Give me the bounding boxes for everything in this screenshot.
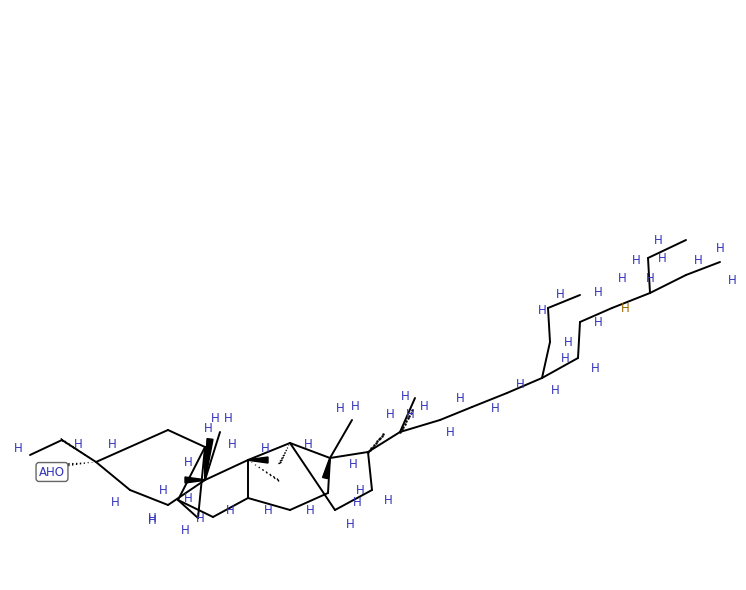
Text: H: H [195, 512, 204, 525]
Text: H: H [386, 408, 395, 421]
Text: H: H [225, 503, 234, 516]
Text: AHO: AHO [39, 466, 65, 478]
Text: H: H [304, 438, 313, 451]
Text: H: H [383, 493, 392, 506]
Text: H: H [564, 336, 572, 349]
Text: H: H [653, 234, 662, 247]
Text: H: H [159, 483, 167, 497]
Text: H: H [348, 458, 357, 471]
Text: H: H [148, 513, 157, 526]
Text: H: H [618, 271, 627, 284]
Text: H: H [561, 352, 569, 365]
Text: H: H [401, 391, 410, 404]
Text: H: H [263, 503, 272, 516]
Text: H: H [345, 519, 354, 532]
Text: H: H [306, 503, 314, 516]
Text: H: H [632, 254, 640, 267]
Text: H: H [228, 438, 236, 451]
Text: H: H [184, 455, 192, 468]
Text: H: H [107, 438, 116, 451]
Text: H: H [260, 441, 269, 454]
Text: H: H [224, 411, 232, 424]
Polygon shape [204, 438, 213, 480]
Text: H: H [445, 425, 454, 438]
Text: H: H [515, 379, 524, 392]
Text: H: H [336, 402, 345, 415]
Text: H: H [594, 287, 602, 300]
Text: H: H [556, 289, 565, 301]
Text: H: H [491, 402, 499, 415]
Text: H: H [727, 274, 736, 287]
Text: H: H [148, 512, 157, 525]
Text: H: H [110, 496, 119, 509]
Polygon shape [185, 477, 205, 483]
Text: H: H [591, 362, 599, 375]
Text: H: H [419, 401, 428, 414]
Text: H: H [351, 401, 360, 414]
Text: H: H [356, 483, 364, 497]
Text: H: H [74, 438, 82, 451]
Text: H: H [594, 316, 602, 329]
Text: H: H [181, 523, 189, 536]
Text: H: H [538, 303, 546, 316]
Polygon shape [322, 458, 330, 478]
Text: H: H [621, 301, 630, 314]
Polygon shape [248, 457, 268, 463]
Text: H: H [13, 441, 22, 454]
Text: H: H [694, 254, 703, 267]
Text: H: H [210, 411, 219, 424]
Text: H: H [551, 384, 560, 396]
Text: H: H [645, 271, 654, 284]
Text: H: H [204, 421, 213, 434]
Text: H: H [353, 496, 361, 509]
Text: H: H [658, 251, 666, 264]
Text: H: H [184, 491, 192, 504]
Text: H: H [715, 241, 724, 254]
Text: H: H [406, 408, 414, 421]
Text: H: H [456, 392, 464, 405]
